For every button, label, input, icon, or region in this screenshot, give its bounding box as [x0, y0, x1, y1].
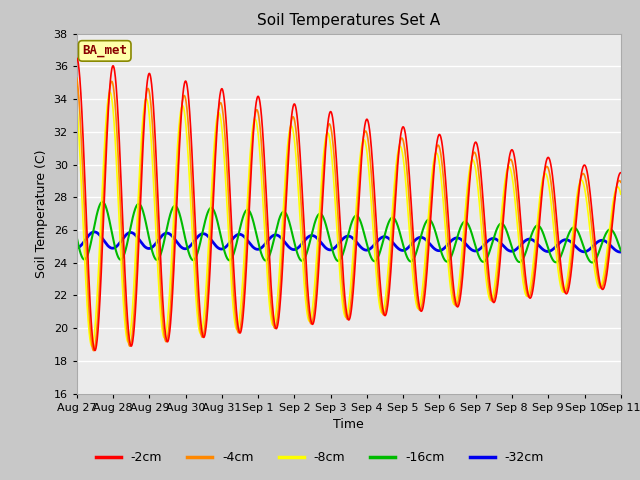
- X-axis label: Time: Time: [333, 418, 364, 431]
- Title: Soil Temperatures Set A: Soil Temperatures Set A: [257, 13, 440, 28]
- Legend: -2cm, -4cm, -8cm, -16cm, -32cm: -2cm, -4cm, -8cm, -16cm, -32cm: [91, 446, 549, 469]
- Y-axis label: Soil Temperature (C): Soil Temperature (C): [35, 149, 48, 278]
- Text: BA_met: BA_met: [82, 44, 127, 58]
